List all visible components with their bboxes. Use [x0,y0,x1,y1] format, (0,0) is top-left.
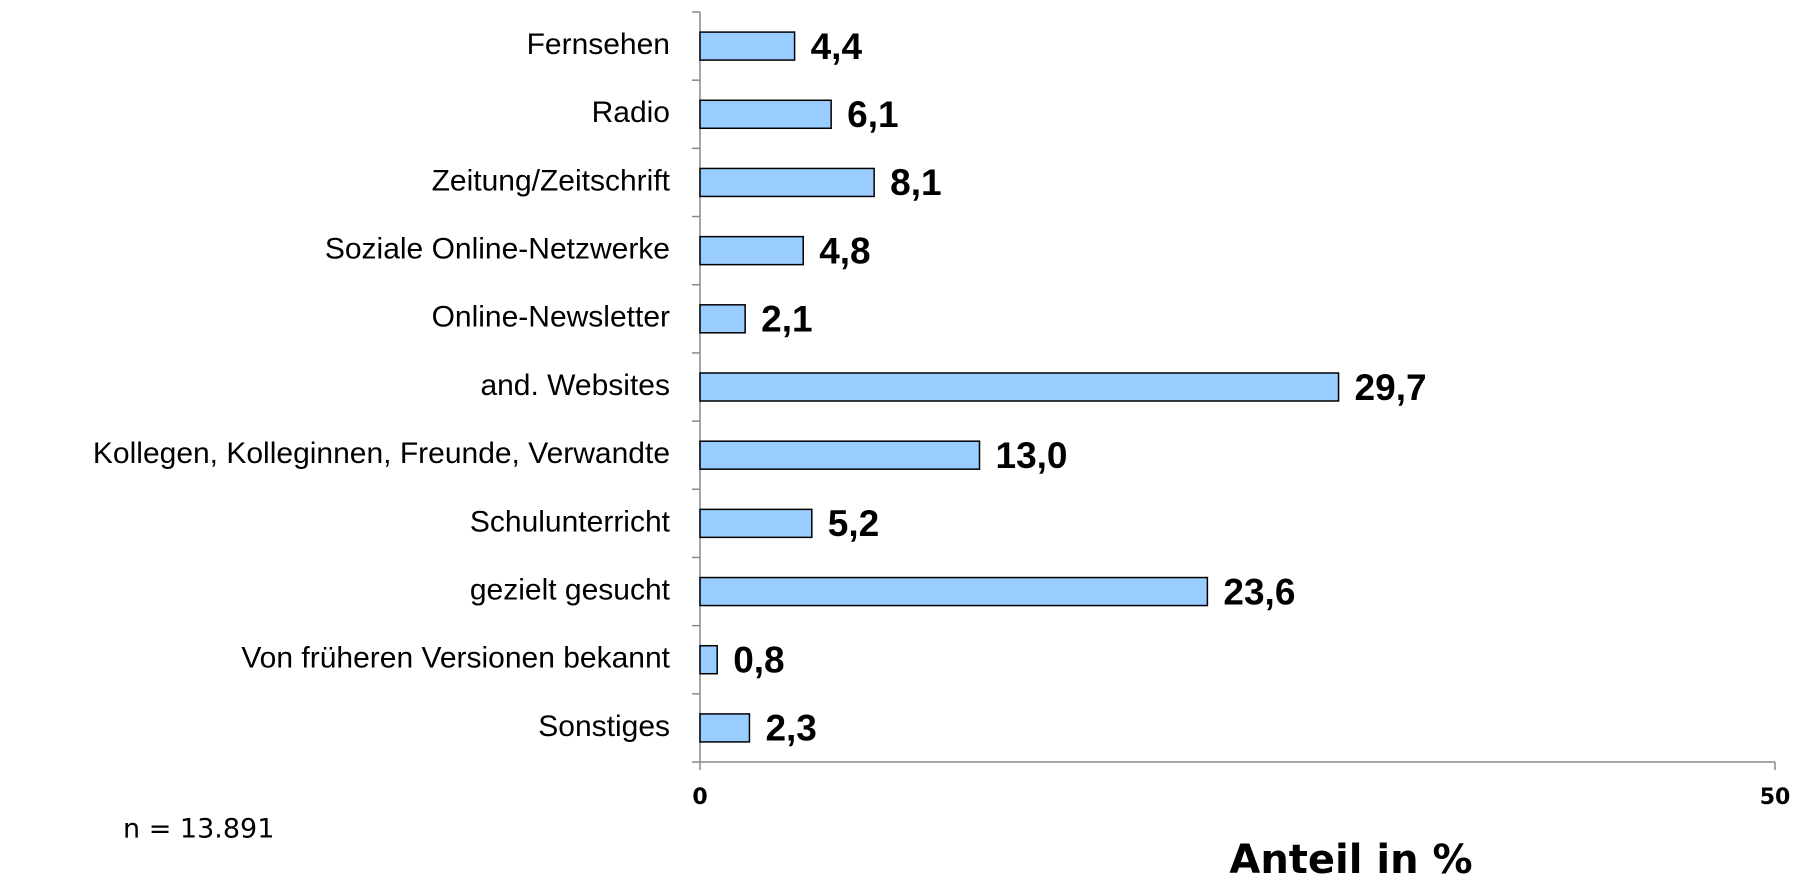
value-label: 5,2 [828,503,879,544]
bar [699,372,1340,402]
value-label: 23,6 [1223,571,1295,612]
y-tick-label: Radio [592,96,670,129]
value-label: 4,8 [819,230,870,271]
bar [699,235,804,266]
x-tick-label: 50 [1760,785,1791,810]
bar [699,31,796,61]
y-tick-label: Online-Newsletter [432,301,670,334]
bar [699,644,718,675]
value-label: 4,4 [811,26,863,67]
y-tick-label: Sonstiges [538,710,670,743]
value-label: 2,3 [765,708,816,749]
x-axis-label: Anteil in % [1229,837,1472,876]
value-label: 0,8 [733,640,784,681]
y-tick-label: and. Websites [480,369,670,402]
value-label: 13,0 [996,435,1068,476]
value-label: 29,7 [1355,367,1427,408]
bar [699,440,981,470]
y-tick-label: Von früheren Versionen bekannt [241,642,670,675]
y-tick-label: Kollegen, Kolleginnen, Freunde, Verwandt… [93,437,670,470]
bar [699,576,1209,607]
bar [699,167,875,198]
value-label: 6,1 [847,94,898,135]
y-tick-label: Soziale Online-Netzwerke [325,233,670,266]
y-tick-label: Schulunterricht [470,505,671,538]
bar [699,713,751,743]
bar [699,99,832,130]
annotation: n = 13.891 [123,814,274,845]
bar [699,304,746,334]
x-tick-label: 0 [692,785,707,810]
bar [699,508,813,539]
y-tick-label: Zeitung/Zeitschrift [432,164,671,197]
value-label: 8,1 [890,162,941,203]
value-label: 2,1 [761,299,812,340]
y-tick-label: gezielt gesucht [470,573,671,606]
y-tick-label: Fernsehen [527,28,670,61]
